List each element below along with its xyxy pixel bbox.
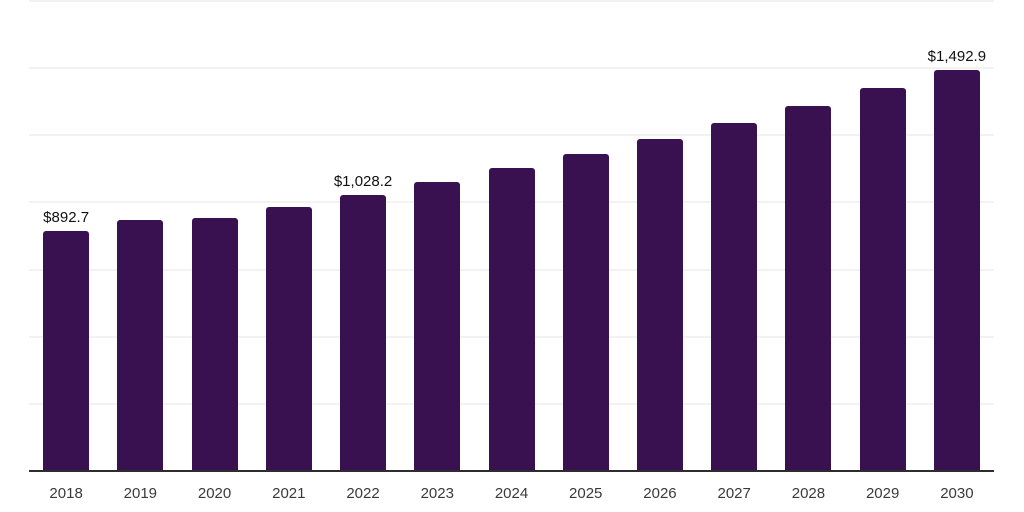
x-tick-2026: 2026	[643, 485, 677, 502]
bar-2028	[785, 105, 832, 471]
bar-value-label-2030: $1,492.9	[927, 48, 987, 66]
bar-2020	[191, 218, 238, 471]
gridline	[29, 0, 994, 2]
bar-2029	[859, 88, 906, 471]
x-tick-2024: 2024	[494, 485, 529, 502]
x-axis-tick-labels: 2018 2019 2020 2021 2022 2023 2024 2025 2026 2027…	[29, 486, 994, 502]
x-tick-2020: 2020	[197, 485, 232, 502]
bar-2027	[711, 122, 758, 471]
bar-2018	[43, 231, 90, 471]
x-tick-2025: 2025	[569, 485, 603, 502]
x-tick-2019: 2019	[123, 485, 158, 502]
plot-area: $892.7 $1,028.2 $1,492.9	[29, 0, 994, 471]
x-tick-2021: 2021	[272, 485, 306, 502]
bar-2021	[265, 206, 312, 471]
bar-value-label-2018: $892.7	[43, 209, 90, 227]
bar-2022	[340, 194, 387, 471]
x-axis-line	[29, 470, 994, 472]
x-tick-2029: 2029	[865, 485, 900, 502]
x-tick-2018: 2018	[49, 485, 83, 502]
x-tick-2027: 2027	[717, 485, 751, 502]
bar-2026	[636, 139, 683, 471]
bar-2024	[488, 168, 535, 471]
x-tick-2030: 2030	[940, 485, 974, 502]
x-tick-2028: 2028	[791, 485, 826, 502]
bar-2025	[562, 154, 609, 471]
bar-2023	[414, 181, 461, 471]
x-tick-2023: 2023	[420, 485, 454, 502]
x-tick-2022: 2022	[346, 485, 380, 502]
gridline	[29, 67, 994, 70]
bar-value-label-2022: $1,028.2	[333, 172, 393, 190]
gridline	[29, 134, 994, 137]
bar-2019	[117, 219, 164, 471]
bar-2030	[933, 70, 980, 471]
